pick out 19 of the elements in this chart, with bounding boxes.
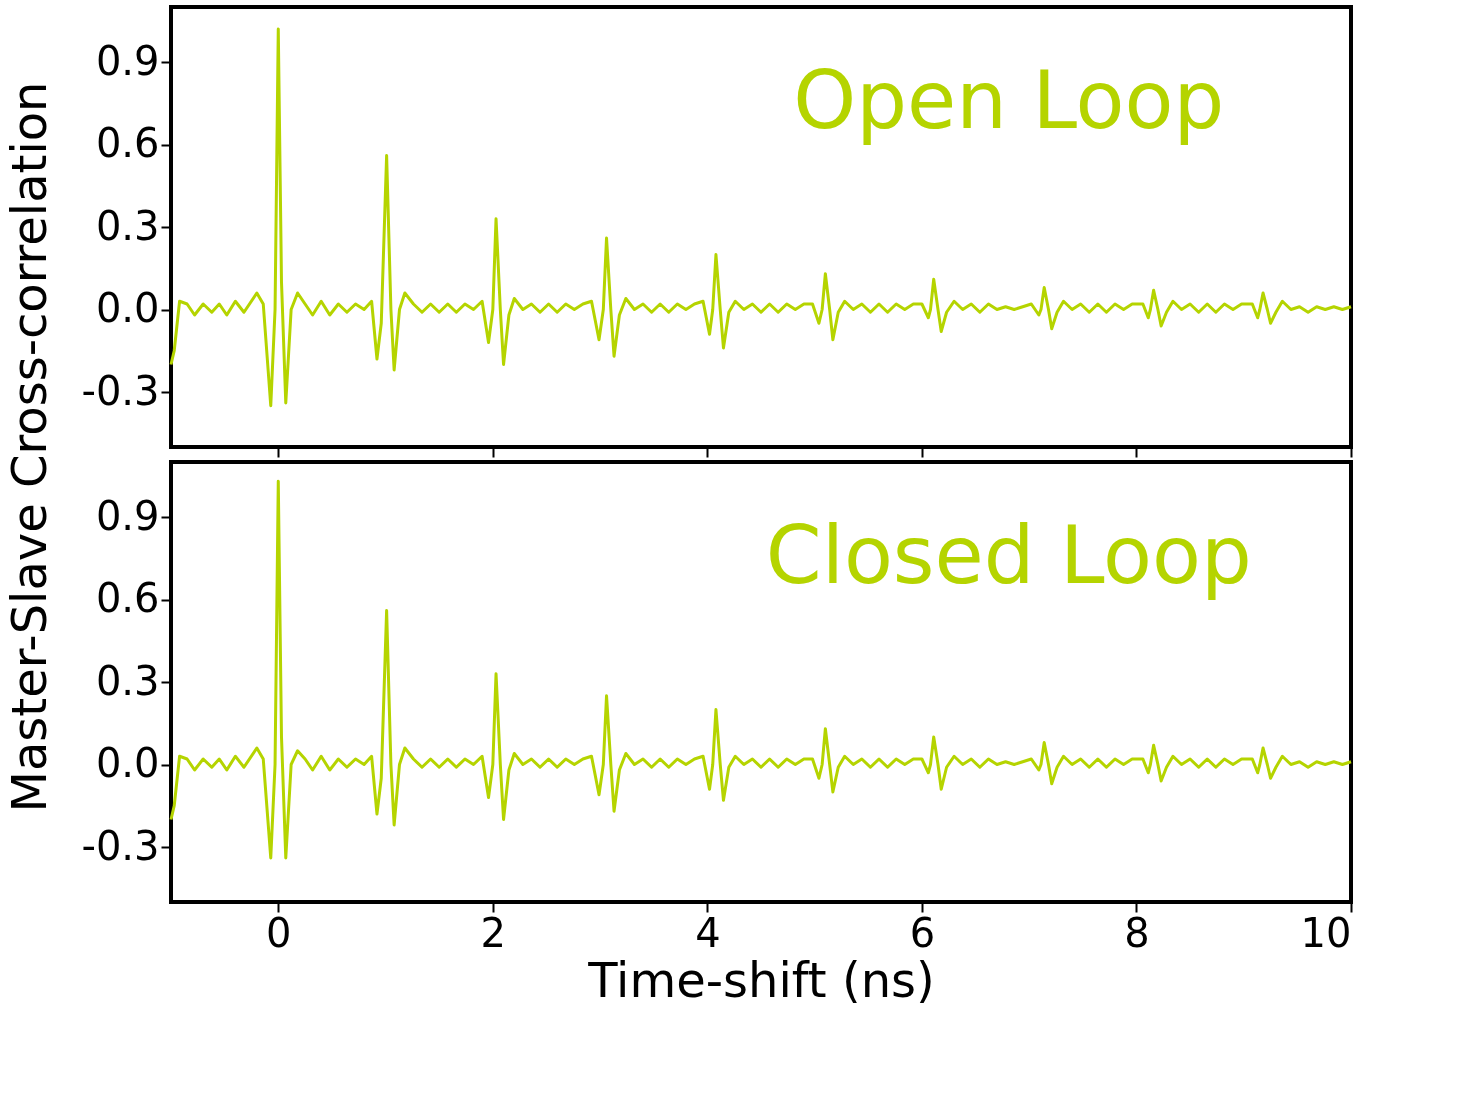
x-tick-label: 0 [266,909,292,956]
y-tick-label: 0.3 [95,657,160,704]
line-series [169,479,1353,860]
x-tick-label: 8 [1124,909,1150,956]
y-tick-label: 0.0 [95,285,160,331]
y-tick-label: -0.3 [81,822,160,869]
y-axis-title: Master-Slave Cross-correlation [1,81,57,813]
line-series [169,27,1353,408]
y-tick-label: 0.6 [95,575,160,621]
annotation: Closed Loop [765,508,1252,602]
y-tick-label: 0.6 [95,120,160,166]
x-tick-label: 10 [1300,909,1352,956]
y-tick-label: 0.3 [95,202,160,249]
annotation: Open Loop [793,53,1225,147]
x-tick-label: 2 [480,909,507,956]
y-tick-label: 0.9 [95,492,160,539]
y-tick-label: -0.3 [81,367,160,414]
y-tick-label: 0.9 [95,37,160,84]
y-tick-label: 0.0 [95,740,160,786]
